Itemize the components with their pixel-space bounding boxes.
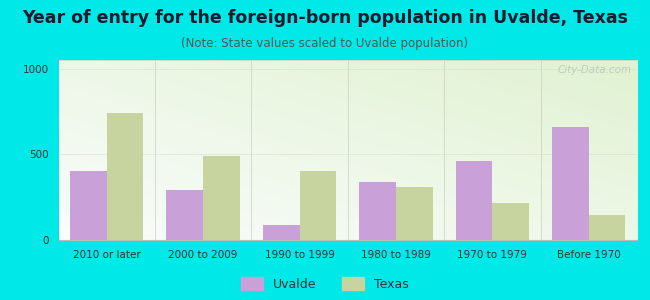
Text: Year of entry for the foreign-born population in Uvalde, Texas: Year of entry for the foreign-born popul… bbox=[22, 9, 628, 27]
Text: (Note: State values scaled to Uvalde population): (Note: State values scaled to Uvalde pop… bbox=[181, 38, 469, 50]
Bar bbox=[107, 113, 144, 240]
Bar bbox=[456, 161, 493, 240]
Bar bbox=[166, 190, 203, 240]
Legend: Uvalde, Texas: Uvalde, Texas bbox=[241, 277, 409, 291]
Bar bbox=[396, 187, 433, 240]
Text: City-Data.com: City-Data.com bbox=[557, 65, 631, 75]
Bar bbox=[359, 182, 396, 240]
Bar bbox=[203, 156, 240, 240]
Bar bbox=[589, 215, 625, 240]
Bar bbox=[70, 171, 107, 240]
Bar bbox=[552, 127, 589, 240]
Bar bbox=[263, 225, 300, 240]
Bar bbox=[493, 203, 529, 240]
Bar bbox=[300, 171, 336, 240]
